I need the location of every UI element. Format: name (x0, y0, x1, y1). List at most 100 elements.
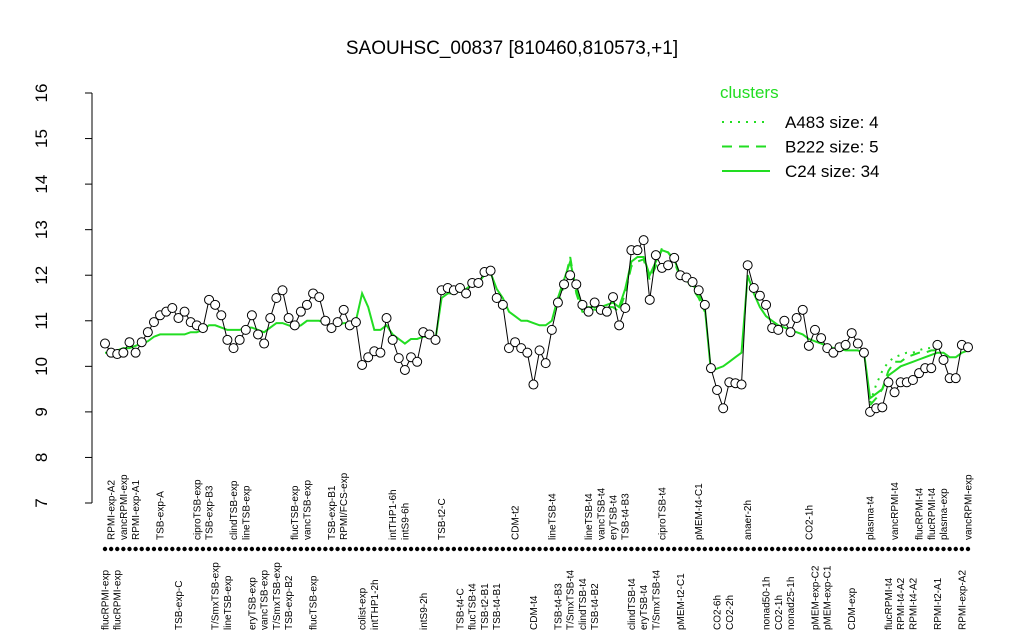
x-tick-label: lineTSB-exp (223, 575, 234, 630)
x-rug (470, 546, 475, 552)
x-tick-label: flucRPMI-t4 (884, 577, 895, 630)
data-point (424, 329, 435, 340)
x-rug (580, 546, 585, 552)
x-tick-label: TSB-exp-B2 (284, 575, 295, 630)
data-point (540, 358, 551, 369)
x-rug (133, 546, 138, 552)
x-rug (298, 546, 304, 552)
x-tick-label: anaer-2h (743, 500, 754, 540)
data-point (216, 310, 227, 321)
x-tick-label: RPMI-t4-A2 (896, 577, 907, 630)
x-rug (494, 546, 499, 552)
x-rug (170, 546, 175, 552)
x-tick-label: plasma-t4 (866, 496, 877, 540)
data-point (234, 334, 245, 345)
x-rug (886, 546, 891, 552)
x-rug (323, 546, 328, 552)
data-point (179, 306, 190, 317)
x-rug (629, 546, 634, 552)
data-point (393, 353, 404, 364)
data-point (338, 304, 349, 315)
x-rug (567, 546, 573, 552)
x-tick-label: TSB-t4-B1 (492, 583, 503, 630)
x-tick-label: T/SmxTSB-exp (272, 562, 283, 630)
x-tick-label: TSB-exp-B3 (205, 485, 216, 540)
x-rug (604, 546, 610, 552)
x-rug (665, 546, 671, 552)
data-point (142, 327, 153, 338)
x-tick-label: CO2-1h (804, 505, 815, 540)
x-rug (500, 546, 506, 552)
x-rug (929, 546, 934, 552)
x-rug (616, 546, 622, 552)
x-rug (384, 546, 389, 552)
x-rug (525, 546, 530, 552)
x-rug (763, 546, 769, 552)
x-tick-label: intS9-2h (419, 593, 430, 630)
legend-title: clusters (720, 83, 779, 102)
x-tick-label: pMEM-exp-C1 (823, 565, 834, 630)
x-rug (672, 546, 677, 552)
data-point (454, 282, 465, 293)
x-tick-label: TSB-exp-A (156, 491, 167, 540)
x-rug (702, 546, 708, 552)
data-point (222, 334, 233, 345)
x-tick-label: vancRPMI-exp (119, 474, 130, 540)
data-point (510, 337, 521, 348)
x-tick-label: RPMI-exp-A2 (107, 480, 118, 540)
x-rug (953, 546, 958, 552)
data-point (926, 363, 937, 374)
data-point (858, 347, 869, 358)
data-point (785, 327, 796, 338)
x-rug (610, 546, 616, 552)
data-point (399, 364, 410, 375)
data-point (136, 337, 147, 348)
x-rug (421, 546, 426, 552)
data-point (877, 402, 888, 413)
x-rug (843, 546, 848, 552)
x-tick-label: TSB-exp-B1 (327, 485, 338, 540)
x-rug (102, 546, 108, 552)
data-point (412, 356, 423, 367)
data-point (485, 265, 496, 276)
x-rug (427, 546, 432, 552)
x-rug (861, 546, 867, 552)
data-point (712, 385, 723, 396)
x-rug (788, 546, 793, 552)
x-rug (317, 546, 322, 552)
x-tick-label: pMEM-t2-C1 (676, 573, 687, 630)
x-rug (255, 546, 261, 552)
x-rug (543, 546, 548, 552)
x-rug (537, 546, 542, 552)
x-rug (867, 546, 873, 552)
x-rug (696, 546, 701, 552)
x-tick-label: eryTSB-exp (247, 577, 258, 630)
x-tick-label: CO2-1h (774, 595, 785, 630)
x-rug (812, 546, 818, 552)
x-rug (365, 546, 371, 552)
x-rug (873, 546, 879, 552)
data-point (240, 324, 251, 335)
x-rug (451, 546, 457, 552)
x-rug (751, 546, 756, 552)
x-rug (359, 546, 365, 552)
data-point (118, 347, 129, 358)
cluster-line (105, 248, 969, 401)
x-tick-label: vancRPMI-t4 (890, 482, 901, 540)
data-point (253, 329, 264, 340)
data-point (283, 313, 294, 324)
x-tick-label: eryTSB-t4 (639, 585, 650, 630)
x-tick-label: TSB-t4-B3 (553, 583, 564, 630)
data-point (124, 337, 135, 348)
x-tick-label: eryTSB-t4 (609, 495, 620, 540)
data-point (748, 282, 759, 293)
legend-label: A483 size: 4 (785, 113, 879, 132)
data-point (534, 345, 545, 356)
data-point (277, 285, 288, 296)
data-point (295, 306, 306, 317)
x-rug (592, 546, 597, 552)
x-tick-label: flucTSB-exp (309, 575, 320, 630)
x-rug (880, 546, 885, 552)
x-rug (286, 546, 291, 552)
x-rug (561, 546, 567, 552)
